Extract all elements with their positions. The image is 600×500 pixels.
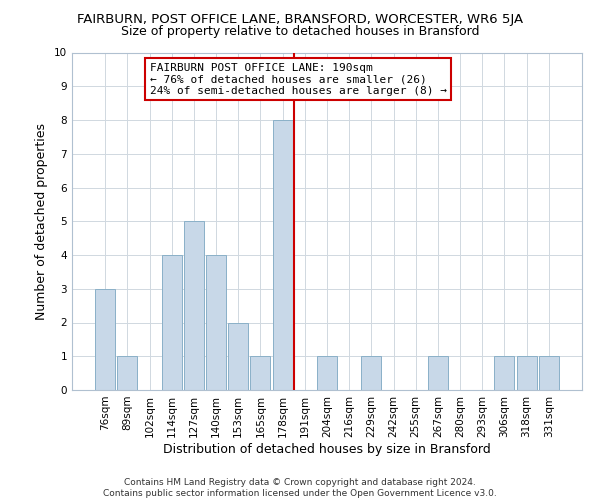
- X-axis label: Distribution of detached houses by size in Bransford: Distribution of detached houses by size …: [163, 442, 491, 456]
- Bar: [539, 356, 559, 390]
- Bar: [272, 120, 293, 390]
- Text: Contains HM Land Registry data © Crown copyright and database right 2024.
Contai: Contains HM Land Registry data © Crown c…: [103, 478, 497, 498]
- Text: Size of property relative to detached houses in Bransford: Size of property relative to detached ho…: [121, 25, 479, 38]
- Bar: [228, 322, 248, 390]
- Bar: [517, 356, 536, 390]
- Y-axis label: Number of detached properties: Number of detached properties: [35, 122, 49, 320]
- Bar: [317, 356, 337, 390]
- Text: FAIRBURN POST OFFICE LANE: 190sqm
← 76% of detached houses are smaller (26)
24% : FAIRBURN POST OFFICE LANE: 190sqm ← 76% …: [149, 62, 446, 96]
- Bar: [361, 356, 382, 390]
- Text: FAIRBURN, POST OFFICE LANE, BRANSFORD, WORCESTER, WR6 5JA: FAIRBURN, POST OFFICE LANE, BRANSFORD, W…: [77, 12, 523, 26]
- Bar: [206, 255, 226, 390]
- Bar: [95, 289, 115, 390]
- Bar: [428, 356, 448, 390]
- Bar: [162, 255, 182, 390]
- Bar: [494, 356, 514, 390]
- Bar: [250, 356, 271, 390]
- Bar: [184, 221, 204, 390]
- Bar: [118, 356, 137, 390]
